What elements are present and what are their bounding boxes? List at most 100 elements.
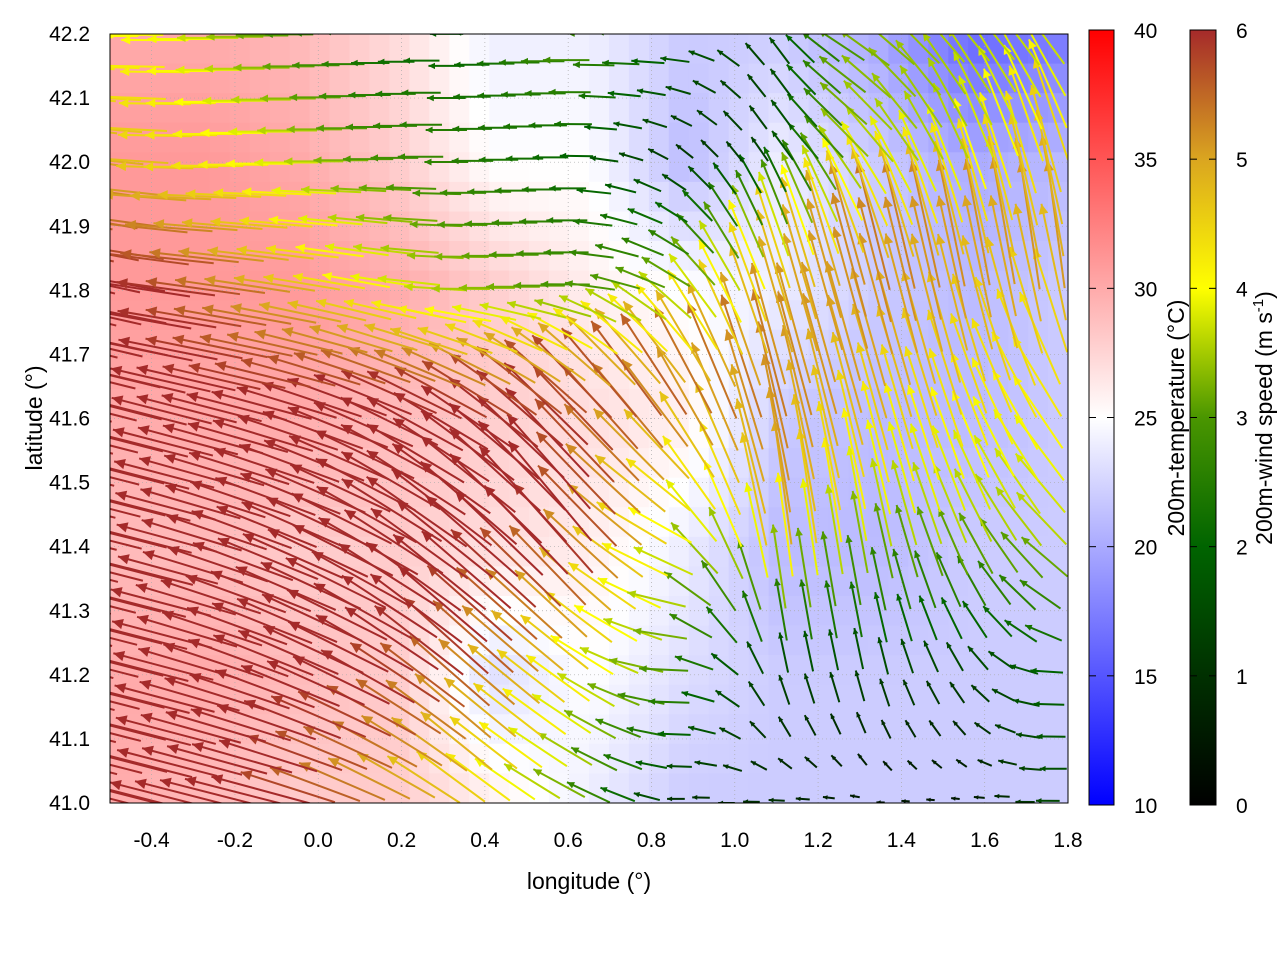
wind-arrow bbox=[110, 629, 163, 645]
arrow-head bbox=[451, 157, 459, 165]
arrow-head bbox=[936, 552, 943, 561]
temperature-cell bbox=[469, 270, 490, 301]
temperature-cell bbox=[848, 566, 870, 597]
arrow-head bbox=[977, 759, 983, 764]
wind-arrow bbox=[370, 154, 419, 162]
temperature-cell bbox=[748, 418, 770, 449]
wind-arrow bbox=[932, 82, 969, 159]
arrow-head bbox=[113, 651, 126, 662]
arrow-shaft bbox=[138, 647, 239, 680]
temperature-cell bbox=[808, 773, 830, 803]
arrow-head bbox=[77, 182, 88, 192]
arrow-shaft bbox=[262, 625, 364, 674]
temperature-cell bbox=[848, 743, 870, 774]
arrow-shaft bbox=[322, 273, 391, 289]
arrow-head bbox=[978, 560, 985, 569]
wind-arrow bbox=[405, 26, 438, 32]
arrow-head bbox=[830, 713, 836, 720]
arrow-head bbox=[507, 300, 517, 309]
arrow-head bbox=[242, 187, 252, 197]
wind-arrow bbox=[785, 5, 813, 31]
arrow-shaft bbox=[343, 509, 444, 575]
arrow-shaft bbox=[958, 512, 994, 575]
arrow-head bbox=[532, 335, 544, 347]
temperature-cell bbox=[968, 714, 989, 745]
arrow-shaft bbox=[596, 501, 667, 545]
arrow-shaft bbox=[455, 566, 538, 640]
arrow-shaft bbox=[110, 755, 193, 779]
temperature-cell bbox=[549, 743, 570, 774]
arrow-head bbox=[271, 186, 281, 195]
arrow-shaft bbox=[110, 342, 193, 362]
arrow-shaft bbox=[670, 521, 719, 575]
arrow-shaft bbox=[914, 550, 937, 609]
wind-arrow bbox=[584, 124, 617, 131]
arrow-shaft bbox=[292, 274, 366, 290]
wind-arrow bbox=[633, 178, 662, 193]
arrow-shaft bbox=[858, 232, 894, 355]
arrow-head bbox=[802, 145, 810, 155]
wind-arrow bbox=[669, 613, 713, 639]
temperature-cell bbox=[828, 773, 850, 803]
arrow-shaft bbox=[933, 463, 968, 544]
wind-arrow bbox=[1012, 203, 1042, 322]
wind-arrow bbox=[120, 249, 214, 265]
temperature-cell bbox=[728, 773, 750, 803]
arrow-shaft bbox=[140, 488, 241, 520]
arrow-shaft bbox=[698, 239, 742, 323]
arrow-shaft bbox=[356, 752, 436, 799]
wind-arrow bbox=[636, 88, 666, 97]
arrow-shaft bbox=[1008, 65, 1044, 162]
wind-arrow bbox=[548, 88, 591, 96]
wind-arrow bbox=[901, 799, 910, 803]
arrow-head bbox=[60, 776, 72, 786]
temperature-cell bbox=[509, 63, 530, 94]
temperature-cell bbox=[648, 714, 670, 745]
arrow-head bbox=[479, 446, 491, 458]
arrow-head bbox=[694, 760, 701, 766]
arrow-head bbox=[617, 692, 626, 700]
arrow-shaft bbox=[884, 382, 915, 482]
wind-arrow bbox=[184, 776, 283, 803]
wind-arrow bbox=[513, 281, 565, 290]
arrow-shaft bbox=[496, 648, 566, 703]
arrow-head bbox=[804, 756, 810, 762]
temperature-cell bbox=[688, 211, 710, 242]
arrow-shaft bbox=[217, 537, 319, 581]
arrow-head bbox=[444, 677, 456, 689]
arrow-head bbox=[502, 688, 513, 698]
temperature-cell bbox=[509, 241, 530, 272]
arrow-head bbox=[850, 794, 855, 799]
wind-arrow bbox=[110, 659, 189, 682]
wind-arrow bbox=[110, 436, 164, 453]
temperature-cell bbox=[609, 93, 630, 124]
temperature-cell bbox=[1028, 329, 1049, 360]
temperature-cell bbox=[988, 507, 1009, 538]
temperature-cell bbox=[389, 211, 410, 242]
wind-arrow bbox=[902, 679, 916, 706]
arrow-head bbox=[287, 300, 299, 310]
arrow-shaft bbox=[878, 145, 915, 257]
arrow-shaft bbox=[768, 387, 792, 513]
wind-arrow bbox=[230, 95, 291, 104]
arrow-head bbox=[473, 683, 484, 693]
wind-arrow bbox=[914, 550, 937, 609]
arrow-head bbox=[706, 606, 714, 614]
arrow-shaft bbox=[974, 276, 1012, 381]
temperature-cell bbox=[1028, 388, 1049, 420]
arrow-shaft bbox=[827, 294, 863, 414]
arrow-shaft bbox=[236, 248, 314, 260]
temperature-tick-label: 20 bbox=[1134, 537, 1157, 560]
arrow-shaft bbox=[110, 253, 139, 262]
wind-arrow bbox=[564, 280, 615, 291]
temperature-cell bbox=[289, 34, 311, 65]
arrow-head bbox=[170, 161, 181, 171]
arrow-shaft bbox=[184, 777, 283, 803]
arrow-shaft bbox=[189, 673, 290, 710]
wind-arrow bbox=[570, 746, 618, 772]
arrow-shaft bbox=[1018, 291, 1062, 385]
wind-arrow bbox=[236, 597, 338, 643]
arrow-head bbox=[393, 418, 405, 429]
wind-arrow bbox=[926, 797, 935, 802]
temperature-cell bbox=[748, 122, 770, 153]
